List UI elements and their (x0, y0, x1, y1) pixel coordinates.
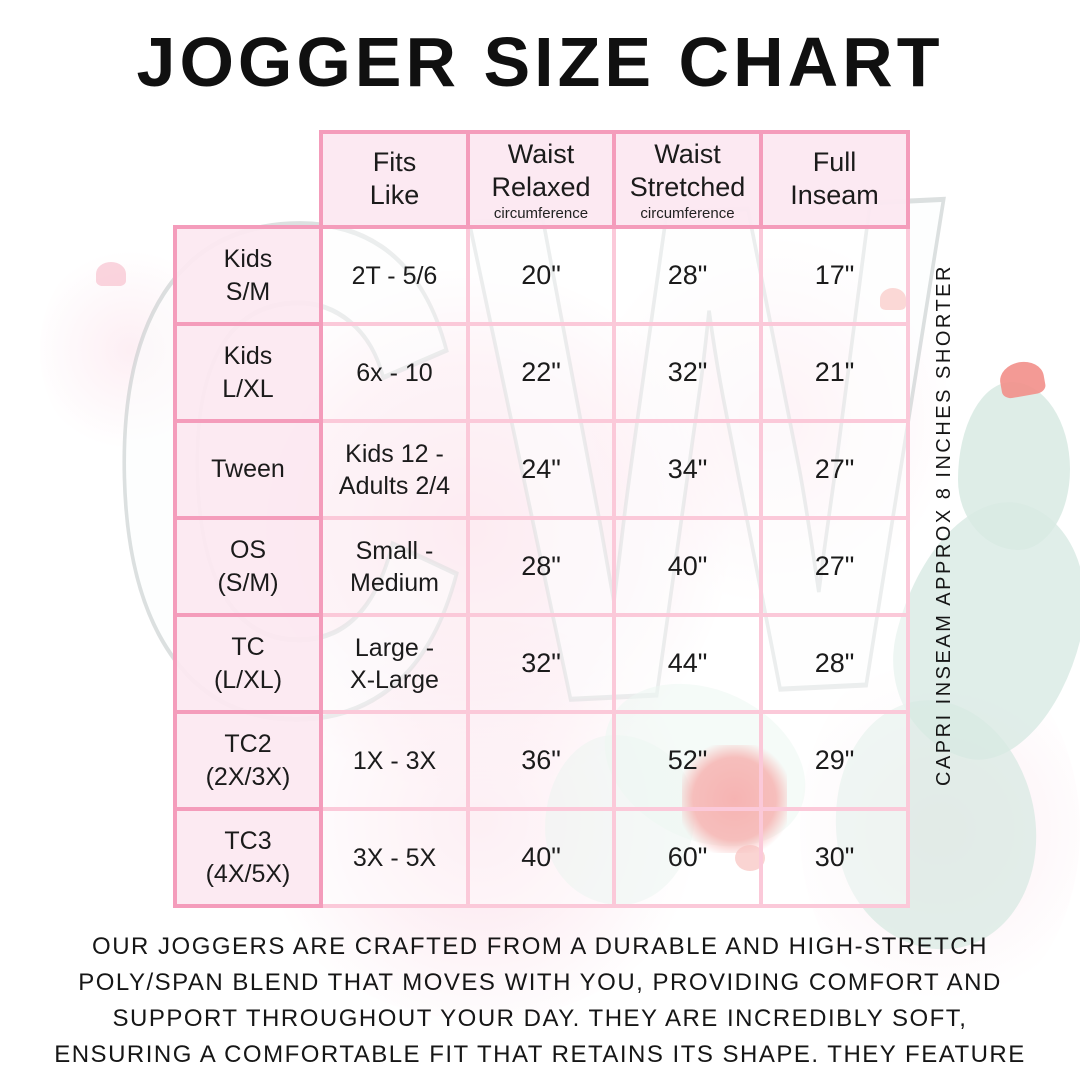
cell-waist-stretched: 40" (612, 516, 763, 617)
cell-fits-like: 3X - 5X (319, 807, 470, 908)
cell-waist-relaxed: 40" (466, 807, 616, 908)
cell-waist-relaxed: 32" (466, 613, 616, 714)
col-header-waist-relaxed: Waist Relaxed circumference (466, 130, 616, 229)
col-header-label: Waist Stretched (629, 138, 746, 202)
cell-fits-like: 6x - 10 (319, 322, 470, 423)
cell-full-inseam: 28" (759, 613, 910, 714)
cell-full-inseam: 17" (759, 225, 910, 326)
cell-waist-stretched: 60" (612, 807, 763, 908)
cell-waist-relaxed: 20" (466, 225, 616, 326)
cell-fits-like: Large - X-Large (319, 613, 470, 714)
col-header-waist-stretched: Waist Stretched circumference (612, 130, 763, 229)
table-row: TC3 (4X/5X) 3X - 5X 40" 60" 30" (173, 807, 910, 908)
table-row: Kids L/XL 6x - 10 22" 32" 21" (173, 322, 910, 423)
table-row: TC2 (2X/3X) 1X - 3X 36" 52" 29" (173, 710, 910, 811)
cell-waist-relaxed: 36" (466, 710, 616, 811)
col-header-label: Waist Relaxed (491, 138, 591, 202)
cell-waist-stretched: 32" (612, 322, 763, 423)
cell-full-inseam: 29" (759, 710, 910, 811)
row-label: Tween (173, 419, 323, 520)
cell-full-inseam: 27" (759, 419, 910, 520)
col-header-sub: circumference (640, 204, 735, 222)
table-row: TC (L/XL) Large - X-Large 32" 44" 28" (173, 613, 910, 714)
col-header-sub: circumference (493, 204, 589, 222)
cell-waist-relaxed: 22" (466, 322, 616, 423)
col-header-full-inseam: Full Inseam (759, 130, 910, 229)
size-chart-table: Fits Like Waist Relaxed circumference Wai… (173, 130, 910, 908)
cell-fits-like: 1X - 3X (319, 710, 470, 811)
cell-full-inseam: 30" (759, 807, 910, 908)
cell-waist-stretched: 28" (612, 225, 763, 326)
product-description: OUR JOGGERS ARE CRAFTED FROM A DURABLE A… (54, 933, 1026, 1080)
cell-waist-stretched: 52" (612, 710, 763, 811)
capri-inseam-note: CAPRI INSEAM APPROX 8 INCHES SHORTER (933, 264, 955, 786)
col-header-label: Fits Like (369, 146, 420, 210)
row-label: OS (S/M) (173, 516, 323, 617)
row-label: TC (L/XL) (173, 613, 323, 714)
corner-cell (175, 132, 321, 227)
cell-waist-stretched: 44" (612, 613, 763, 714)
row-label: TC3 (4X/5X) (173, 807, 323, 908)
tulip-icon (96, 262, 126, 286)
table-row: Tween Kids 12 - Adults 2/4 24" 34" 27" (173, 419, 910, 520)
cell-waist-relaxed: 28" (466, 516, 616, 617)
page-title: JOGGER SIZE CHART (136, 23, 944, 101)
cell-fits-like: 2T - 5/6 (319, 225, 470, 326)
header-row: Fits Like Waist Relaxed circumference Wai… (175, 130, 910, 229)
col-header-label: Full Inseam (790, 146, 879, 210)
cell-full-inseam: 21" (759, 322, 910, 423)
row-label: Kids L/XL (173, 322, 323, 423)
row-label: TC2 (2X/3X) (173, 710, 323, 811)
row-label: Kids S/M (173, 225, 323, 326)
table-row: OS (S/M) Small - Medium 28" 40" 27" (173, 516, 910, 617)
cell-waist-stretched: 34" (612, 419, 763, 520)
cell-full-inseam: 27" (759, 516, 910, 617)
table-row: Kids S/M 2T - 5/6 20" 28" 17" (173, 225, 910, 326)
cell-fits-like: Kids 12 - Adults 2/4 (319, 419, 470, 520)
cell-waist-relaxed: 24" (466, 419, 616, 520)
col-header-fits-like: Fits Like (319, 130, 470, 229)
cell-fits-like: Small - Medium (319, 516, 470, 617)
